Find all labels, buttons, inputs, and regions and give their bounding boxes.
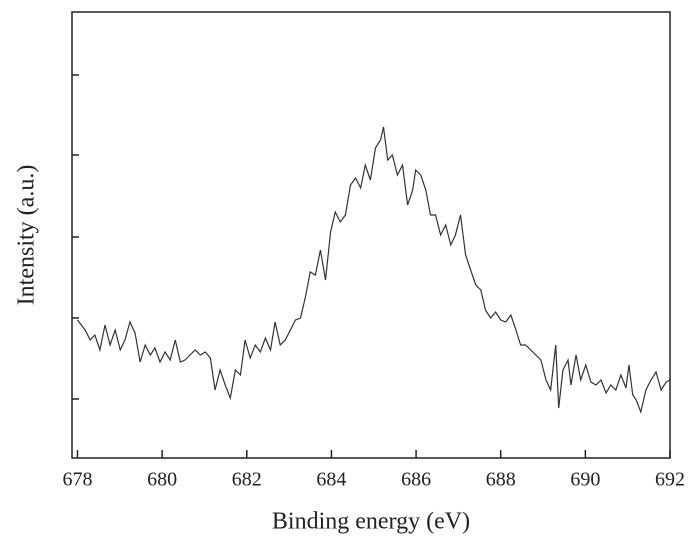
x-tick-label: 678 <box>63 469 93 491</box>
x-tick-label: 684 <box>316 469 346 491</box>
x-tick-label: 682 <box>232 469 262 491</box>
plot-frame <box>71 11 671 459</box>
x-tick-label: 688 <box>486 469 516 491</box>
y-axis-label: Intensity (a.u.) <box>14 165 40 306</box>
x-tick-label: 690 <box>570 469 600 491</box>
spectrum-line <box>77 126 671 415</box>
x-tick-label: 686 <box>401 469 431 491</box>
x-tick-label: 680 <box>147 469 177 491</box>
x-tick-label: 692 <box>655 469 685 491</box>
x-axis-label: Binding energy (eV) <box>272 509 470 535</box>
